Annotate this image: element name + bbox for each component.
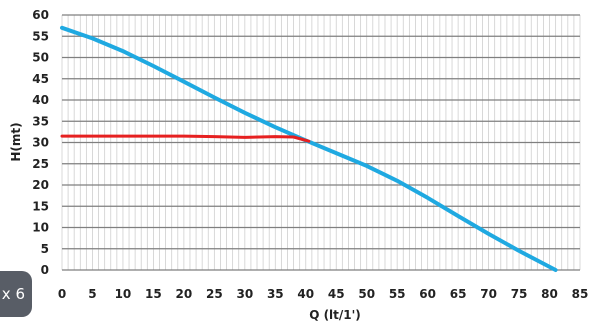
x-tick-label: 70 xyxy=(480,287,497,301)
x-tick-label: 0 xyxy=(58,287,66,301)
x-tick-label: 5 xyxy=(88,287,96,301)
y-tick-label: 50 xyxy=(32,51,49,65)
y-tick-label: 45 xyxy=(32,72,49,86)
x-tick-label: 30 xyxy=(236,287,253,301)
x-tick-label: 20 xyxy=(176,287,193,301)
y-tick-label: 10 xyxy=(32,221,49,235)
x-tick-label: 80 xyxy=(541,287,558,301)
x-tick-label: 75 xyxy=(511,287,528,301)
x-tick-label: 40 xyxy=(297,287,314,301)
x-tick-label: 25 xyxy=(206,287,223,301)
y-tick-label: 30 xyxy=(32,136,49,150)
y-tick-label: 40 xyxy=(32,93,49,107)
x-tick-label: 65 xyxy=(450,287,467,301)
x-tick-label: 50 xyxy=(358,287,375,301)
y-tick-label: 20 xyxy=(32,178,49,192)
y-tick-label: 55 xyxy=(32,29,49,43)
x-tick-label: 55 xyxy=(389,287,406,301)
major-grid xyxy=(62,14,580,271)
x-tick-label: 85 xyxy=(572,287,589,301)
x-tick-labels: 0 5 10 15 20 25 30 35 40 45 50 55 60 65 70 75 80 85 xyxy=(58,287,589,301)
series-layer xyxy=(60,25,558,272)
y-tick-label: 15 xyxy=(32,199,49,213)
x-axis-label: Q (lt/1') xyxy=(309,308,361,322)
pump-curve-line xyxy=(60,25,558,272)
y-tick-labels: 0 5 10 15 20 25 30 35 40 45 50 55 60 xyxy=(32,8,49,277)
operating-line xyxy=(60,134,311,143)
x-tick-label: 45 xyxy=(328,287,345,301)
x-tick-label: 15 xyxy=(145,287,162,301)
y-axis-label: H(mt) xyxy=(9,122,23,161)
zoom-badge[interactable]: x 6 xyxy=(0,271,32,317)
x-tick-label: 10 xyxy=(115,287,132,301)
y-tick-label: 5 xyxy=(41,242,49,256)
y-tick-label: 35 xyxy=(32,114,49,128)
y-tick-label: 60 xyxy=(32,8,49,22)
x-tick-label: 35 xyxy=(267,287,284,301)
y-tick-label: 0 xyxy=(41,263,49,277)
y-tick-label: 25 xyxy=(32,157,49,171)
x-tick-label: 60 xyxy=(419,287,436,301)
